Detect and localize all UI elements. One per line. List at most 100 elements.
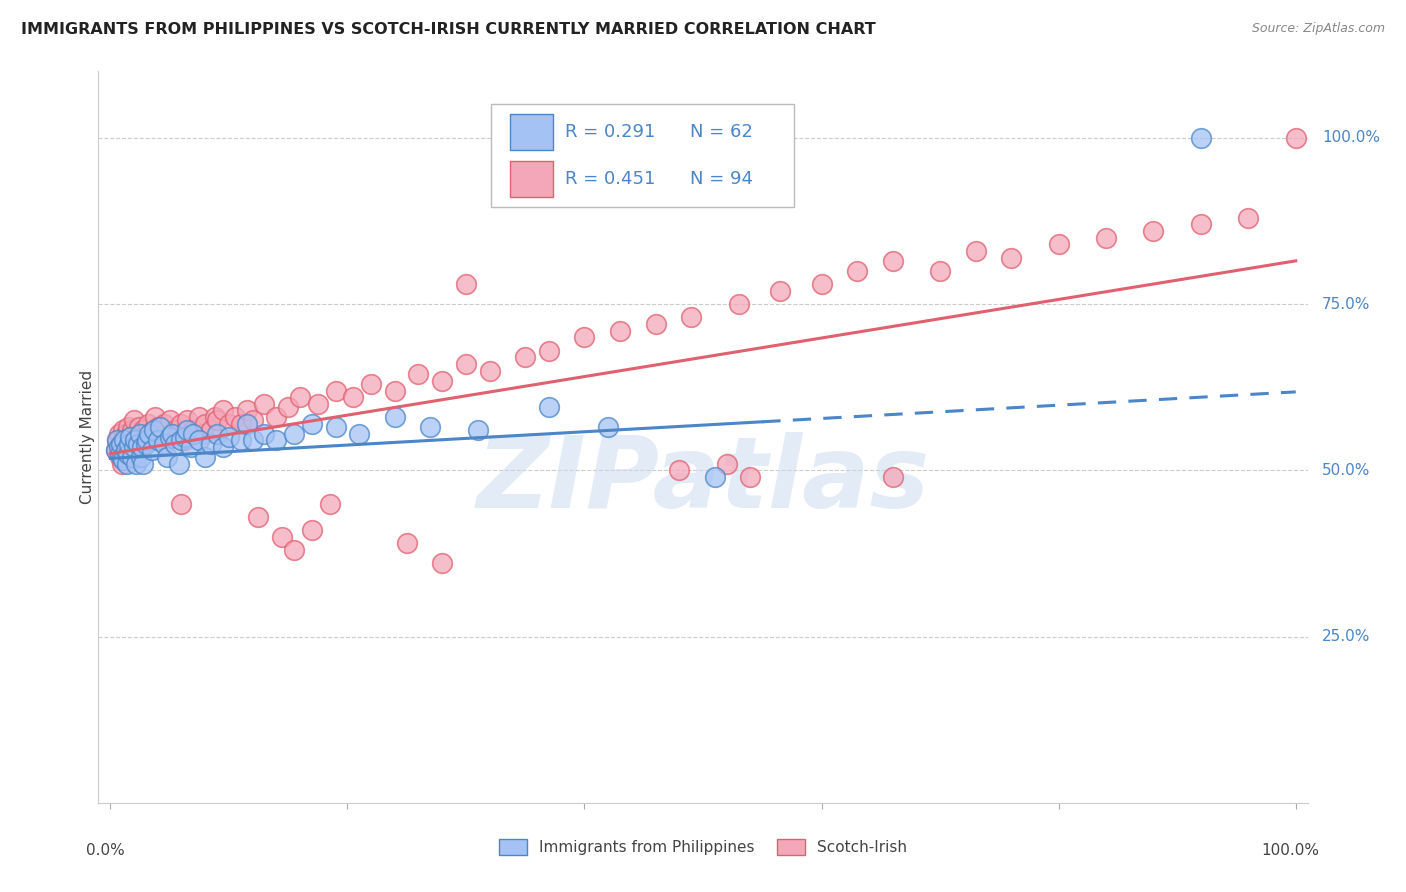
Point bbox=[160, 426, 183, 441]
Point bbox=[138, 426, 160, 441]
Point bbox=[117, 420, 139, 434]
Point bbox=[152, 436, 174, 450]
Point bbox=[174, 430, 197, 444]
Text: R = 0.291: R = 0.291 bbox=[565, 123, 655, 141]
Point bbox=[112, 424, 135, 438]
Point bbox=[271, 530, 294, 544]
Point bbox=[432, 557, 454, 571]
Point bbox=[191, 426, 214, 441]
Point bbox=[218, 417, 240, 431]
Point bbox=[810, 277, 832, 292]
Point bbox=[165, 424, 187, 438]
Point bbox=[235, 417, 257, 431]
Text: ZIPatlas: ZIPatlas bbox=[477, 433, 929, 530]
Point bbox=[1189, 131, 1212, 145]
Point bbox=[118, 436, 141, 450]
Point bbox=[194, 417, 217, 431]
Point bbox=[454, 277, 477, 292]
Point bbox=[965, 244, 987, 258]
Point bbox=[120, 430, 142, 444]
Point bbox=[283, 543, 305, 558]
Point bbox=[167, 457, 190, 471]
Point bbox=[139, 434, 162, 448]
Point bbox=[136, 417, 159, 431]
Text: 50.0%: 50.0% bbox=[1322, 463, 1371, 478]
Point bbox=[188, 434, 211, 448]
Point bbox=[1142, 224, 1164, 238]
Point bbox=[515, 351, 537, 365]
Point bbox=[212, 403, 235, 417]
Point bbox=[194, 450, 217, 464]
Point bbox=[110, 436, 132, 450]
Point bbox=[277, 400, 299, 414]
Point bbox=[117, 447, 139, 461]
Point bbox=[142, 424, 165, 438]
Point bbox=[135, 436, 157, 450]
Point bbox=[283, 426, 305, 441]
Point bbox=[1047, 237, 1070, 252]
Point bbox=[121, 424, 143, 438]
Point bbox=[253, 426, 276, 441]
Point bbox=[131, 440, 153, 454]
Point bbox=[1285, 131, 1308, 145]
Point bbox=[149, 430, 172, 444]
Point bbox=[149, 420, 172, 434]
Point bbox=[105, 443, 128, 458]
Point bbox=[136, 434, 159, 448]
Point bbox=[307, 397, 329, 411]
Point bbox=[125, 457, 148, 471]
Point bbox=[325, 384, 347, 398]
Point bbox=[110, 436, 132, 450]
Point bbox=[180, 440, 202, 454]
Point bbox=[205, 426, 228, 441]
Point bbox=[716, 457, 738, 471]
Point bbox=[181, 426, 204, 441]
Point bbox=[347, 426, 370, 441]
Text: 100.0%: 100.0% bbox=[1261, 843, 1320, 858]
Legend: Immigrants from Philippines, Scotch-Irish: Immigrants from Philippines, Scotch-Iris… bbox=[494, 833, 912, 861]
Point bbox=[740, 470, 762, 484]
Point bbox=[111, 457, 134, 471]
Point bbox=[1000, 251, 1022, 265]
FancyBboxPatch shape bbox=[509, 161, 553, 197]
Point bbox=[115, 457, 138, 471]
Point bbox=[132, 457, 155, 471]
Point bbox=[165, 436, 187, 450]
Point bbox=[129, 450, 152, 464]
Point bbox=[769, 284, 792, 298]
Point bbox=[141, 443, 163, 458]
Point bbox=[200, 436, 222, 450]
Point bbox=[1189, 217, 1212, 231]
Point bbox=[224, 410, 246, 425]
Point bbox=[204, 410, 226, 425]
Point bbox=[156, 434, 179, 448]
Point bbox=[159, 430, 181, 444]
Text: Source: ZipAtlas.com: Source: ZipAtlas.com bbox=[1251, 22, 1385, 36]
Point bbox=[180, 426, 202, 441]
Point bbox=[264, 410, 287, 425]
Point bbox=[105, 434, 128, 448]
Point bbox=[242, 413, 264, 427]
Point bbox=[929, 264, 952, 278]
Text: 0.0%: 0.0% bbox=[86, 843, 125, 858]
Text: N = 94: N = 94 bbox=[690, 170, 752, 188]
Point bbox=[454, 357, 477, 371]
Point bbox=[112, 453, 135, 467]
Point bbox=[128, 420, 150, 434]
Point bbox=[115, 450, 138, 464]
Point bbox=[118, 436, 141, 450]
Point bbox=[125, 434, 148, 448]
Point bbox=[419, 420, 441, 434]
Point bbox=[107, 440, 129, 454]
Text: 75.0%: 75.0% bbox=[1322, 297, 1371, 311]
Point bbox=[108, 450, 131, 464]
Point bbox=[114, 434, 136, 448]
Point bbox=[156, 450, 179, 464]
FancyBboxPatch shape bbox=[509, 114, 553, 150]
FancyBboxPatch shape bbox=[492, 104, 793, 207]
Point bbox=[467, 424, 489, 438]
Point bbox=[146, 420, 169, 434]
Point bbox=[176, 424, 198, 438]
Point bbox=[176, 413, 198, 427]
Point bbox=[882, 253, 904, 268]
